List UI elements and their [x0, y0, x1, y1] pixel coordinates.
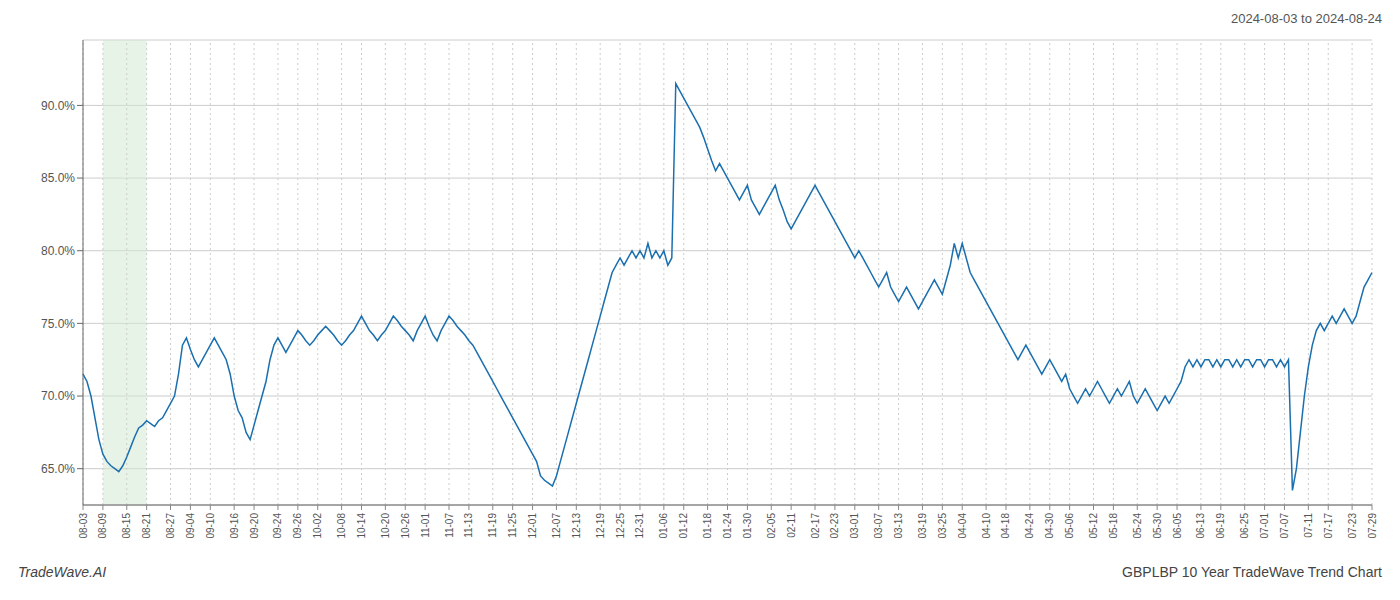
svg-text:80.0%: 80.0%	[41, 244, 75, 258]
svg-text:01-18: 01-18	[702, 513, 713, 539]
svg-text:12-07: 12-07	[551, 513, 562, 539]
svg-text:05-24: 05-24	[1132, 513, 1143, 539]
svg-text:11-01: 11-01	[420, 513, 431, 538]
svg-text:09-10: 09-10	[205, 513, 216, 539]
svg-text:11-25: 11-25	[507, 513, 518, 538]
svg-text:08-03: 08-03	[78, 513, 89, 539]
svg-text:85.0%: 85.0%	[41, 171, 75, 185]
svg-text:04-04: 04-04	[957, 513, 968, 539]
svg-text:01-06: 01-06	[658, 513, 669, 539]
svg-text:12-13: 12-13	[571, 513, 582, 539]
svg-text:01-24: 01-24	[722, 513, 733, 539]
svg-text:06-13: 06-13	[1195, 513, 1206, 539]
svg-text:04-24: 04-24	[1024, 513, 1035, 539]
svg-text:10-26: 10-26	[400, 513, 411, 539]
html-text:GBPLBP 10 Year TradeWave Trend: GBPLBP 10 Year TradeWave Trend Chart	[1122, 564, 1382, 580]
svg-text:03-13: 03-13	[893, 513, 904, 539]
html-text:2024-08-03 to 2024-08-24: 2024-08-03 to 2024-08-24	[1230, 11, 1382, 26]
svg-text:02-05: 02-05	[766, 513, 777, 539]
svg-text:12-25: 12-25	[615, 513, 626, 539]
svg-text:05-12: 05-12	[1088, 513, 1099, 539]
svg-text:08-09: 08-09	[97, 513, 108, 539]
svg-text:05-18: 05-18	[1108, 513, 1119, 539]
svg-text:05-30: 05-30	[1152, 513, 1163, 539]
svg-text:65.0%: 65.0%	[41, 462, 75, 476]
svg-text:70.0%: 70.0%	[41, 389, 75, 403]
svg-text:03-07: 03-07	[873, 513, 884, 539]
svg-text:06-25: 06-25	[1239, 513, 1250, 539]
svg-text:10-08: 10-08	[336, 513, 347, 539]
svg-text:09-04: 09-04	[185, 513, 196, 539]
svg-text:07-11: 07-11	[1303, 513, 1314, 538]
svg-text:01-12: 01-12	[678, 513, 689, 539]
svg-text:04-10: 04-10	[981, 513, 992, 539]
svg-text:03-19: 03-19	[917, 513, 928, 539]
svg-text:10-02: 10-02	[312, 513, 323, 539]
svg-text:08-21: 08-21	[141, 513, 152, 539]
svg-text:12-31: 12-31	[634, 513, 645, 539]
svg-text:90.0%: 90.0%	[41, 99, 75, 113]
html-text:TradeWave.AI: TradeWave.AI	[18, 564, 107, 580]
svg-text:04-18: 04-18	[1000, 513, 1011, 539]
svg-text:05-06: 05-06	[1064, 513, 1075, 539]
svg-text:08-27: 08-27	[165, 513, 176, 539]
svg-text:07-01: 07-01	[1259, 513, 1270, 539]
svg-text:02-11: 02-11	[786, 513, 797, 538]
svg-text:12-01: 12-01	[527, 513, 538, 539]
svg-text:08-15: 08-15	[121, 513, 132, 539]
svg-text:09-26: 09-26	[292, 513, 303, 539]
svg-text:10-20: 10-20	[380, 513, 391, 539]
svg-text:09-20: 09-20	[249, 513, 260, 539]
svg-text:06-05: 06-05	[1172, 513, 1183, 539]
svg-text:03-25: 03-25	[937, 513, 948, 539]
svg-text:75.0%: 75.0%	[41, 317, 75, 331]
svg-text:03-01: 03-01	[849, 513, 860, 539]
svg-text:07-23: 07-23	[1347, 513, 1358, 539]
svg-text:02-23: 02-23	[829, 513, 840, 539]
svg-text:01-30: 01-30	[742, 513, 753, 539]
svg-text:06-19: 06-19	[1215, 513, 1226, 539]
svg-text:04-30: 04-30	[1044, 513, 1055, 539]
svg-text:11-19: 11-19	[487, 513, 498, 538]
svg-text:09-16: 09-16	[229, 513, 240, 539]
svg-text:02-17: 02-17	[810, 513, 821, 539]
svg-text:11-07: 11-07	[444, 513, 455, 538]
svg-text:11-13: 11-13	[463, 513, 474, 538]
svg-text:12-19: 12-19	[595, 513, 606, 539]
svg-text:07-07: 07-07	[1279, 513, 1290, 539]
svg-text:09-24: 09-24	[272, 513, 283, 539]
svg-text:07-17: 07-17	[1323, 513, 1334, 539]
svg-text:10-14: 10-14	[356, 513, 367, 539]
svg-text:07-29: 07-29	[1367, 513, 1378, 539]
